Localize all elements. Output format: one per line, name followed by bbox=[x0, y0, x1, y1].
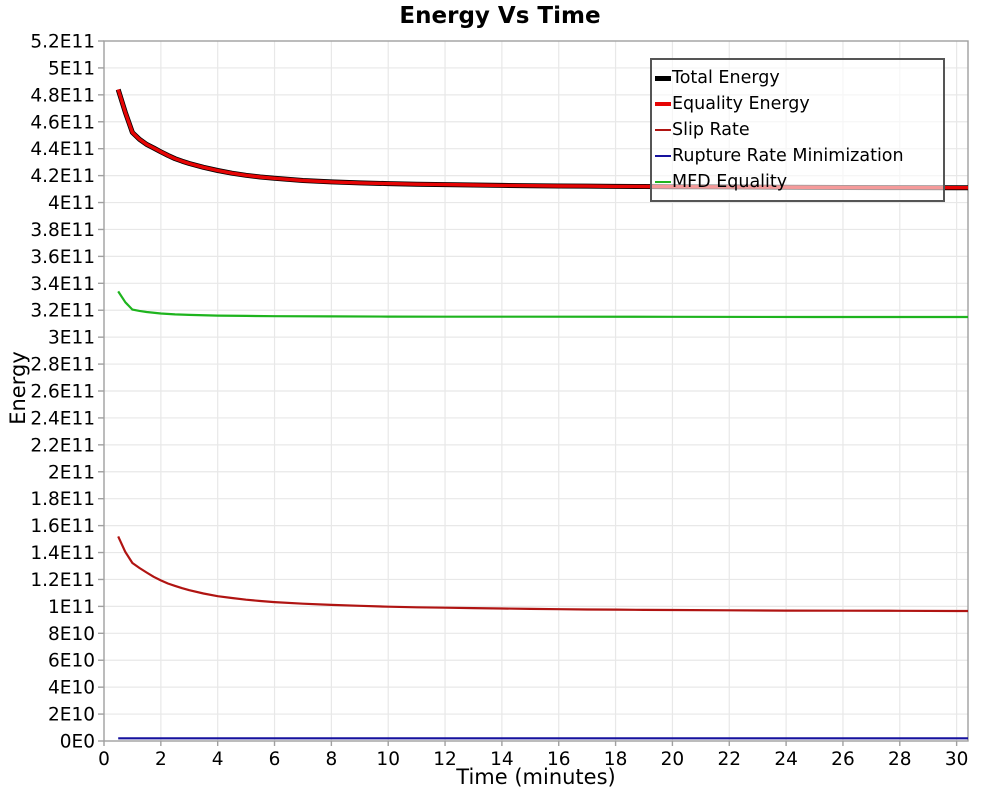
y-tick-label: 3.4E11 bbox=[30, 274, 95, 295]
y-tick-label: 2.4E11 bbox=[30, 408, 95, 429]
x-tick-label: 18 bbox=[604, 749, 628, 770]
y-tick-label: 3.6E11 bbox=[30, 247, 95, 268]
y-tick-label: 0E0 bbox=[60, 732, 95, 753]
x-tick-label: 20 bbox=[661, 749, 685, 770]
y-tick-label: 5E11 bbox=[48, 58, 95, 79]
x-tick-label: 12 bbox=[433, 749, 457, 770]
x-tick-label: 22 bbox=[717, 749, 741, 770]
legend-swatch-line bbox=[655, 102, 671, 106]
y-tick-label: 4E11 bbox=[48, 193, 95, 214]
x-tick-label: 6 bbox=[269, 749, 281, 770]
y-tick-label: 2.8E11 bbox=[30, 355, 95, 376]
legend-label: Slip Rate bbox=[672, 120, 750, 140]
y-tick-label: 4.2E11 bbox=[30, 166, 95, 187]
y-tick-label: 3.8E11 bbox=[30, 220, 95, 241]
y-tick-label: 4.4E11 bbox=[30, 139, 95, 160]
x-tick-label: 14 bbox=[490, 749, 514, 770]
legend-label: Rupture Rate Minimization bbox=[672, 146, 904, 166]
y-tick-label: 6E10 bbox=[48, 651, 95, 672]
y-tick-label: 1E11 bbox=[48, 597, 95, 618]
x-tick-label: 26 bbox=[831, 749, 855, 770]
x-tick-label: 8 bbox=[325, 749, 337, 770]
x-tick-label: 28 bbox=[888, 749, 912, 770]
legend-item: Slip Rate bbox=[655, 120, 940, 140]
y-tick-label: 1.2E11 bbox=[30, 570, 95, 591]
y-tick-label: 1.4E11 bbox=[30, 543, 95, 564]
y-tick-label: 5.2E11 bbox=[30, 32, 95, 53]
x-tick-label: 4 bbox=[212, 749, 224, 770]
legend-item: Total Energy bbox=[655, 68, 940, 88]
y-tick-label: 2.6E11 bbox=[30, 382, 95, 403]
x-tick-label: 24 bbox=[774, 749, 798, 770]
x-tick-label: 0 bbox=[98, 749, 110, 770]
y-tick-label: 2E10 bbox=[48, 705, 95, 726]
legend-swatch-line bbox=[655, 181, 671, 183]
legend-swatch-line bbox=[655, 129, 671, 131]
series-line bbox=[117, 535, 968, 613]
legend: Total Energy Equality Energy Slip Rate Rupt… bbox=[650, 58, 945, 202]
x-tick-label: 16 bbox=[547, 749, 571, 770]
y-tick-label: 3.2E11 bbox=[30, 301, 95, 322]
y-tick-label: 3E11 bbox=[48, 328, 95, 349]
y-tick-label: 2E11 bbox=[48, 462, 95, 483]
x-tick-label: 10 bbox=[376, 749, 400, 770]
y-tick-label: 1.6E11 bbox=[30, 516, 95, 537]
y-tick-label: 2.2E11 bbox=[30, 435, 95, 456]
series-line bbox=[117, 290, 968, 319]
chart-title: Energy Vs Time bbox=[399, 3, 601, 29]
y-tick-label: 4.6E11 bbox=[30, 112, 95, 133]
y-tick-label: 1.8E11 bbox=[30, 489, 95, 510]
y-tick-label: 4.8E11 bbox=[30, 85, 95, 106]
y-tick-label: 4E10 bbox=[48, 678, 95, 699]
legend-label: Equality Energy bbox=[672, 94, 810, 114]
x-tick-label: 30 bbox=[945, 749, 969, 770]
x-axis-title: Time (minutes) bbox=[456, 765, 616, 789]
legend-label: Total Energy bbox=[672, 68, 780, 88]
y-tick-label: 8E10 bbox=[48, 624, 95, 645]
x-tick-label: 2 bbox=[155, 749, 167, 770]
legend-item: Rupture Rate Minimization bbox=[655, 146, 940, 166]
legend-swatch-line bbox=[655, 155, 671, 157]
legend-item: Equality Energy bbox=[655, 94, 940, 114]
legend-swatch-line bbox=[655, 75, 671, 81]
legend-label: MFD Equality bbox=[672, 172, 788, 192]
legend-item: MFD Equality bbox=[655, 172, 940, 192]
